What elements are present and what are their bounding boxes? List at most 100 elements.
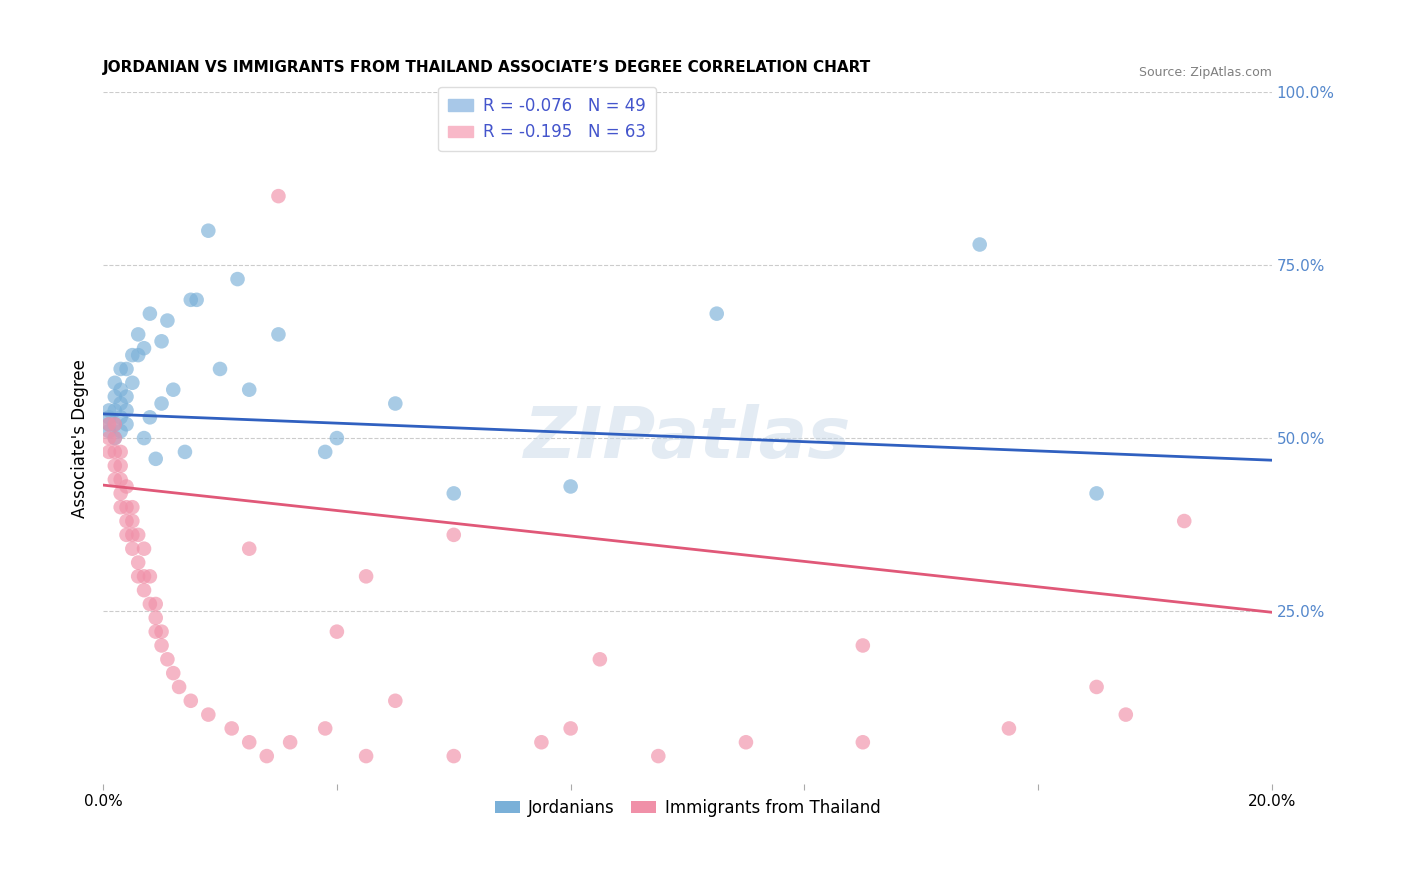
Point — [121, 541, 143, 556]
Point — [132, 431, 155, 445]
Point — [110, 424, 132, 438]
Point — [121, 528, 143, 542]
Point — [852, 639, 875, 653]
Point — [238, 541, 260, 556]
Point — [139, 597, 162, 611]
Point — [314, 722, 336, 736]
Point — [110, 383, 132, 397]
Point — [162, 666, 184, 681]
Point — [139, 410, 162, 425]
Point — [132, 541, 155, 556]
Point — [110, 458, 132, 473]
Point — [384, 396, 406, 410]
Point — [121, 500, 143, 515]
Point — [162, 383, 184, 397]
Point — [104, 473, 127, 487]
Point — [354, 569, 377, 583]
Point — [98, 417, 121, 432]
Point — [104, 445, 127, 459]
Legend: Jordanians, Immigrants from Thailand: Jordanians, Immigrants from Thailand — [488, 792, 887, 824]
Point — [115, 390, 138, 404]
Point — [180, 293, 202, 307]
Point — [197, 707, 219, 722]
Point — [145, 611, 167, 625]
Point — [139, 569, 162, 583]
Point — [256, 749, 278, 764]
Point — [115, 479, 138, 493]
Point — [443, 528, 465, 542]
Point — [121, 348, 143, 362]
Point — [115, 362, 138, 376]
Point — [115, 500, 138, 515]
Point — [326, 431, 349, 445]
Point — [530, 735, 553, 749]
Point — [706, 307, 728, 321]
Point — [174, 445, 197, 459]
Point — [98, 417, 121, 432]
Point — [110, 362, 132, 376]
Point — [384, 694, 406, 708]
Point — [589, 652, 612, 666]
Point — [110, 473, 132, 487]
Point — [150, 334, 173, 349]
Point — [110, 445, 132, 459]
Point — [998, 722, 1021, 736]
Point — [98, 424, 121, 438]
Point — [180, 694, 202, 708]
Point — [127, 327, 149, 342]
Point — [110, 500, 132, 515]
Point — [156, 652, 179, 666]
Point — [238, 383, 260, 397]
Point — [104, 417, 127, 432]
Point — [221, 722, 243, 736]
Point — [132, 583, 155, 598]
Point — [150, 639, 173, 653]
Point — [104, 431, 127, 445]
Point — [186, 293, 208, 307]
Point — [127, 528, 149, 542]
Point — [267, 327, 290, 342]
Point — [238, 735, 260, 749]
Point — [110, 410, 132, 425]
Point — [104, 417, 127, 432]
Point — [104, 431, 127, 445]
Point — [98, 445, 121, 459]
Point — [1115, 707, 1137, 722]
Point — [354, 749, 377, 764]
Point — [735, 735, 758, 749]
Point — [127, 569, 149, 583]
Point — [156, 313, 179, 327]
Point — [104, 403, 127, 417]
Point — [115, 514, 138, 528]
Point — [132, 341, 155, 355]
Point — [969, 237, 991, 252]
Point — [121, 376, 143, 390]
Point — [104, 458, 127, 473]
Point — [150, 624, 173, 639]
Point — [98, 410, 121, 425]
Point — [647, 749, 669, 764]
Text: JORDANIAN VS IMMIGRANTS FROM THAILAND ASSOCIATE’S DEGREE CORRELATION CHART: JORDANIAN VS IMMIGRANTS FROM THAILAND AS… — [103, 60, 872, 75]
Point — [314, 445, 336, 459]
Text: Source: ZipAtlas.com: Source: ZipAtlas.com — [1139, 66, 1272, 78]
Point — [121, 514, 143, 528]
Point — [139, 307, 162, 321]
Point — [1173, 514, 1195, 528]
Point — [145, 451, 167, 466]
Point — [127, 348, 149, 362]
Text: ZIPatlas: ZIPatlas — [524, 403, 851, 473]
Point — [443, 749, 465, 764]
Point — [278, 735, 301, 749]
Point — [226, 272, 249, 286]
Point — [443, 486, 465, 500]
Point — [115, 528, 138, 542]
Point — [208, 362, 231, 376]
Point — [560, 722, 582, 736]
Point — [560, 479, 582, 493]
Point — [167, 680, 190, 694]
Point — [197, 224, 219, 238]
Point — [1085, 486, 1108, 500]
Y-axis label: Associate's Degree: Associate's Degree — [72, 359, 89, 517]
Point — [150, 396, 173, 410]
Point — [145, 597, 167, 611]
